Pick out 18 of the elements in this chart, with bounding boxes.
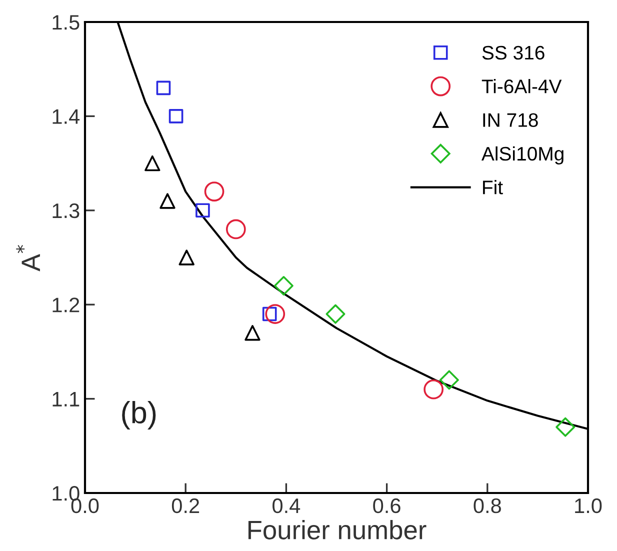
y-tick-label: 1.2	[52, 298, 80, 312]
legend-label: IN 718	[483, 113, 538, 127]
x-tick-label: 1.0	[575, 498, 602, 514]
y-axis-title: A$^{*}$	[16, 244, 40, 272]
y-tick-label: 1.4	[52, 109, 80, 124]
y-tick-label: 1.5	[52, 15, 80, 30]
legend-label: Fit	[483, 180, 503, 194]
legend-label: AlSi10Mg	[481, 146, 564, 165]
y-tick-label: 1.1	[52, 392, 80, 406]
legend-label: Ti-6Al-4V	[482, 79, 562, 94]
y-tick-label: 1.3	[52, 203, 80, 218]
annotation: (b)	[122, 401, 156, 430]
x-tick-label: 0.4	[272, 498, 300, 514]
x-tick-label: 0.8	[474, 498, 501, 514]
x-tick-label: 0.6	[373, 498, 400, 514]
x-axis-title: Fourier number	[248, 520, 426, 540]
legend-label: SS 316	[482, 46, 544, 60]
x-tick-label: 0.2	[172, 498, 200, 514]
